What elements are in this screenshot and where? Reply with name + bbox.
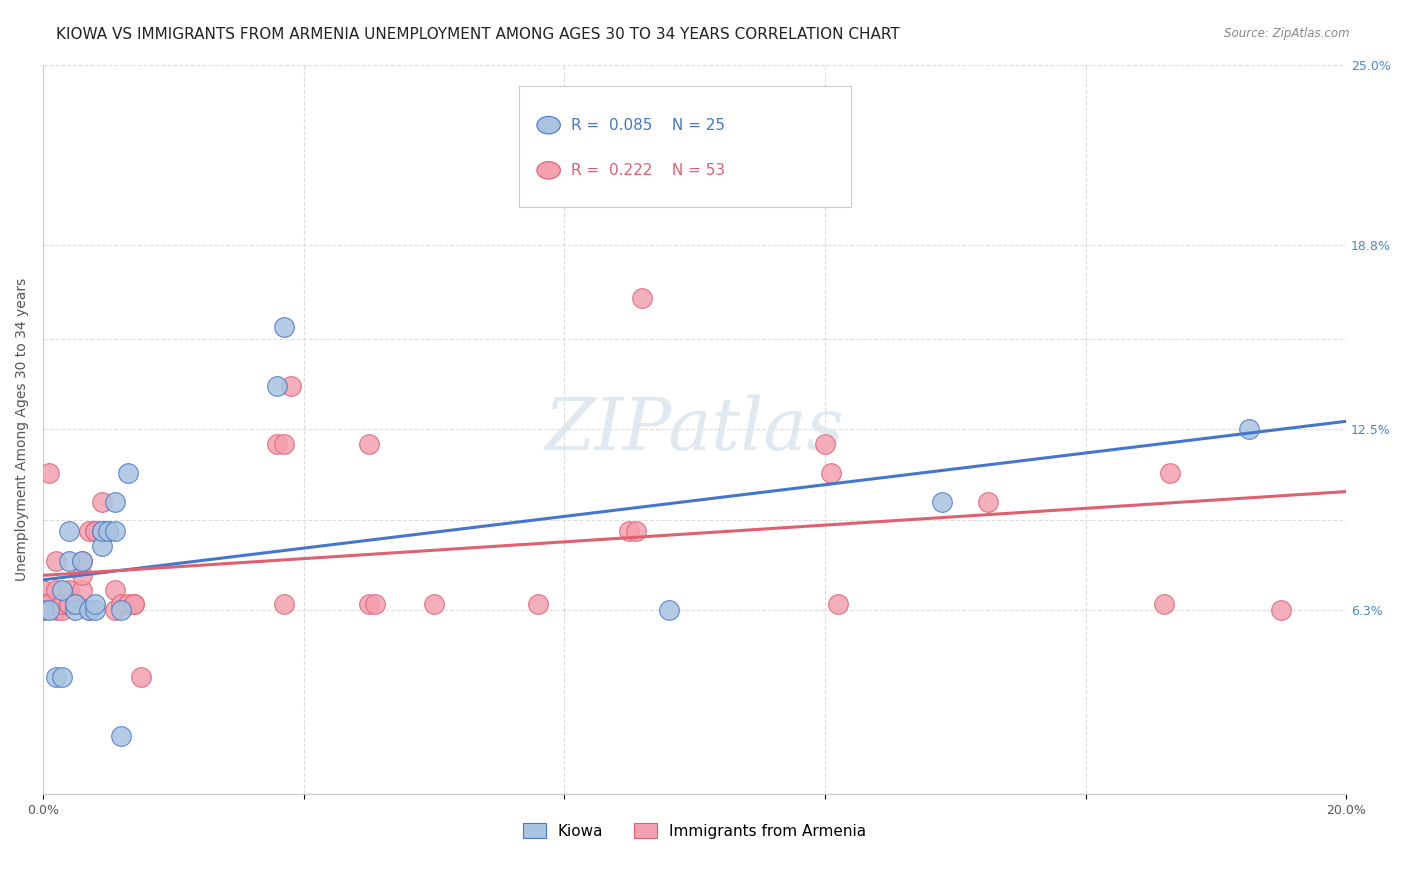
Point [364, 598, 387, 612]
Point [97, 524, 120, 539]
Point [931, 495, 953, 509]
Point [70, 582, 93, 597]
Point [129, 670, 152, 684]
Point [77, 603, 100, 617]
Point [103, 524, 125, 539]
Ellipse shape [537, 116, 561, 134]
Point [32, 582, 55, 597]
Legend: Kiowa, Immigrants from Armenia: Kiowa, Immigrants from Armenia [517, 816, 872, 845]
Point [32, 603, 55, 617]
Point [423, 598, 446, 612]
Point [65, 598, 87, 612]
Point [38, 603, 60, 617]
Point [45, 553, 67, 567]
Point [84, 603, 107, 617]
Point [45, 582, 67, 597]
Point [65, 598, 87, 612]
Point [619, 524, 641, 539]
Point [110, 603, 132, 617]
Point [1153, 598, 1175, 612]
Point [624, 524, 647, 539]
Point [90, 524, 112, 539]
Text: KIOWA VS IMMIGRANTS FROM ARMENIA UNEMPLOYMENT AMONG AGES 30 TO 34 YEARS CORRELAT: KIOWA VS IMMIGRANTS FROM ARMENIA UNEMPLO… [56, 27, 900, 42]
Point [977, 495, 1000, 509]
Point [38, 598, 60, 612]
Point [51, 603, 73, 617]
Text: R =  0.222    N = 53: R = 0.222 N = 53 [571, 163, 725, 178]
Point [1237, 422, 1260, 436]
Point [58, 582, 80, 597]
Point [58, 553, 80, 567]
Point [273, 320, 295, 334]
Point [58, 598, 80, 612]
Point [32, 598, 55, 612]
Point [32, 603, 55, 617]
Point [77, 603, 100, 617]
Point [51, 670, 73, 684]
Ellipse shape [537, 161, 561, 179]
Text: ZIPatlas: ZIPatlas [544, 394, 845, 465]
Point [357, 598, 380, 612]
Point [266, 437, 288, 451]
Point [117, 466, 139, 480]
Point [820, 466, 842, 480]
Point [103, 603, 125, 617]
Point [65, 598, 87, 612]
Point [45, 670, 67, 684]
Point [70, 553, 93, 567]
Point [117, 598, 139, 612]
Point [1270, 603, 1292, 617]
Point [657, 603, 679, 617]
Point [122, 598, 145, 612]
Point [77, 524, 100, 539]
FancyBboxPatch shape [519, 87, 851, 207]
Point [65, 598, 87, 612]
Point [827, 598, 849, 612]
Point [631, 291, 654, 305]
Y-axis label: Unemployment Among Ages 30 to 34 years: Unemployment Among Ages 30 to 34 years [15, 277, 30, 581]
Point [103, 582, 125, 597]
Point [1159, 466, 1181, 480]
Point [97, 524, 120, 539]
Text: Source: ZipAtlas.com: Source: ZipAtlas.com [1225, 27, 1350, 40]
Point [51, 598, 73, 612]
Point [527, 598, 550, 612]
Point [51, 582, 73, 597]
Point [814, 437, 837, 451]
Point [273, 437, 295, 451]
Point [122, 598, 145, 612]
Point [273, 598, 295, 612]
Text: R =  0.085    N = 25: R = 0.085 N = 25 [571, 118, 724, 133]
Point [84, 524, 107, 539]
Point [51, 598, 73, 612]
Point [110, 598, 132, 612]
Point [70, 553, 93, 567]
Point [58, 598, 80, 612]
Point [84, 598, 107, 612]
Point [58, 524, 80, 539]
Point [90, 524, 112, 539]
Point [70, 568, 93, 582]
Point [266, 378, 288, 392]
Point [65, 603, 87, 617]
Point [38, 466, 60, 480]
Point [90, 495, 112, 509]
Point [110, 729, 132, 743]
Point [90, 539, 112, 553]
Point [45, 603, 67, 617]
Point [84, 524, 107, 539]
Point [103, 495, 125, 509]
Point [357, 437, 380, 451]
Point [280, 378, 302, 392]
